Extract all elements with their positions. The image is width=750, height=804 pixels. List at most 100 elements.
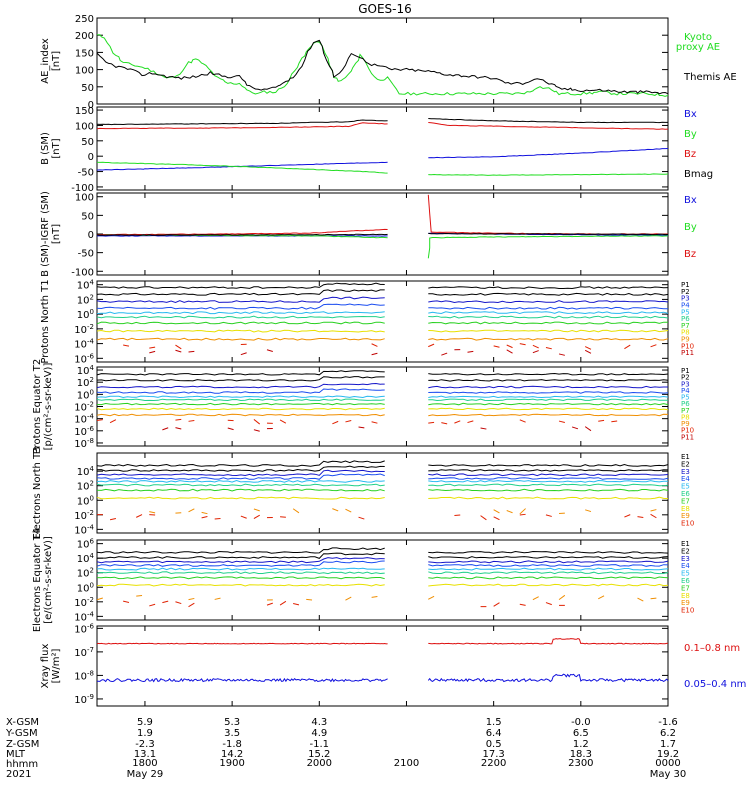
- footer-row-label: 2021: [6, 769, 31, 780]
- panel-frame: [97, 367, 668, 446]
- flux-segment-p10: [149, 347, 155, 348]
- flux-segment-p10: [110, 420, 116, 423]
- y-tick-label: 10-6: [74, 425, 94, 438]
- flux-segment-e10: [293, 603, 299, 604]
- y-tick-label: 10-8: [74, 437, 94, 450]
- flux-segment-e9: [585, 510, 591, 512]
- flux-line-p8: [97, 330, 385, 332]
- flux-line-p5: [97, 396, 385, 398]
- legend-entry: E10: [681, 520, 694, 528]
- y-tick-label: -50: [78, 249, 94, 260]
- y-tick-label: 104: [77, 552, 95, 565]
- flux-segment-p10: [494, 346, 500, 347]
- flux-segment-e10: [149, 604, 155, 606]
- footer-value: 6.4: [486, 728, 502, 739]
- flux-line-e5: [97, 481, 385, 483]
- flux-line-e7: [97, 489, 385, 491]
- legend-entry: Bmag: [684, 169, 713, 180]
- footer-value: 3.5: [224, 728, 240, 739]
- series-line-bz: [428, 195, 668, 235]
- footer-value: 4.9: [311, 728, 327, 739]
- legend-entry: Bx: [684, 109, 697, 120]
- y-tick-label: 100: [77, 388, 94, 401]
- flux-segment-p10: [372, 422, 378, 423]
- flux-line-p7: [428, 322, 668, 324]
- flux-segment-p10: [546, 347, 552, 348]
- flux-segment-e10: [162, 601, 168, 602]
- flux-segment-e9: [332, 509, 338, 511]
- flux-segment-e9: [345, 509, 351, 512]
- y-tick-label: 0: [88, 230, 94, 241]
- flux-segment-p10: [467, 421, 473, 423]
- flux-line-e1: [97, 461, 385, 466]
- y-tick-label: 100: [77, 494, 94, 507]
- y-tick-label: 0: [88, 152, 94, 163]
- flux-segment-p11: [572, 427, 578, 429]
- flux-segment-p10: [507, 345, 513, 348]
- flux-line-e2: [97, 553, 385, 558]
- flux-line-p3: [428, 386, 668, 388]
- footer-value: 15.2: [308, 749, 330, 760]
- flux-line-e7: [97, 577, 385, 579]
- flux-segment-p10: [345, 420, 351, 421]
- flux-segment-p10: [428, 422, 434, 423]
- footer-row-label: Y-GSM: [5, 728, 38, 739]
- footer-value: May 30: [650, 769, 687, 780]
- flux-line-e5: [428, 568, 668, 570]
- y-axis-unit: [e/(cm²-s-sr-keV)]: [43, 536, 54, 624]
- flux-segment-p10: [585, 347, 591, 350]
- flux-segment-e9: [149, 512, 155, 513]
- flux-line-p4: [428, 307, 668, 309]
- y-tick-label: 102: [77, 376, 94, 389]
- flux-segment-e10: [481, 516, 487, 520]
- flux-segment-p10: [175, 345, 181, 349]
- flux-segment-e10: [189, 603, 195, 606]
- flux-segment-e10: [494, 603, 500, 607]
- legend-entry: proxy AE: [676, 42, 720, 53]
- flux-segment-e9: [202, 512, 208, 513]
- flux-segment-e10: [267, 603, 273, 605]
- y-tick-label: 10-8: [74, 669, 94, 682]
- flux-segment-p11: [559, 354, 565, 355]
- xray-line-1: [97, 679, 388, 682]
- flux-line-p4: [97, 304, 385, 309]
- flux-segment-e10: [202, 516, 208, 517]
- flux-line-p6: [97, 316, 385, 318]
- flux-line-p8: [97, 408, 385, 409]
- y-axis-unit: [W/m²]: [51, 648, 62, 683]
- y-tick-label: 104: [77, 465, 95, 478]
- flux-segment-e9: [189, 509, 195, 512]
- flux-segment-e10: [123, 601, 129, 602]
- xray-line-0: [428, 639, 668, 644]
- y-tick-label: 100: [75, 193, 94, 204]
- series-line-themis-ae: [97, 40, 668, 93]
- chart-title: GOES-16: [358, 2, 412, 16]
- panel-frame: [97, 281, 668, 362]
- series-line-bx: [428, 149, 668, 158]
- flux-line-e3: [428, 474, 668, 476]
- flux-segment-e9: [637, 598, 643, 601]
- flux-line-p1: [97, 371, 385, 375]
- y-tick-label: 10-4: [74, 413, 94, 426]
- legend-entry: By: [684, 129, 697, 140]
- flux-segment-p11: [254, 430, 260, 432]
- y-axis-unit: [nT]: [51, 51, 62, 71]
- footer-value: 17.3: [483, 749, 505, 760]
- flux-segment-p10: [175, 419, 181, 420]
- flux-segment-p11: [175, 428, 181, 429]
- flux-segment-e10: [215, 518, 221, 519]
- flux-line-e8: [428, 497, 668, 499]
- flux-line-p2: [428, 380, 668, 382]
- flux-segment-e9: [345, 597, 351, 600]
- flux-line-e8: [97, 497, 385, 499]
- flux-line-p2: [428, 293, 668, 295]
- y-tick-label: 10-6: [74, 622, 94, 635]
- series-line-bmag: [428, 119, 668, 123]
- flux-segment-e10: [280, 601, 286, 605]
- flux-line-e8: [97, 584, 385, 586]
- flux-segment-e10: [136, 515, 142, 518]
- footer-value: 6.5: [573, 728, 589, 739]
- y-axis-label: Protons North T1: [40, 279, 51, 363]
- flux-segment-e9: [306, 599, 312, 600]
- y-tick-label: 50: [81, 83, 94, 94]
